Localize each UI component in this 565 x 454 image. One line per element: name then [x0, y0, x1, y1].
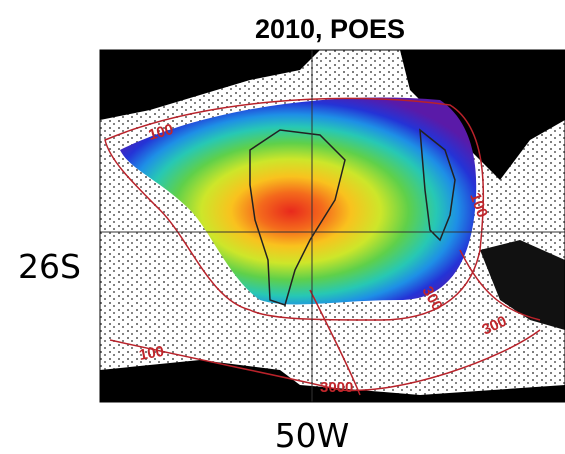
map: 100 100 300 300 100 3000	[100, 50, 565, 402]
latitude-label: 26S	[18, 247, 81, 286]
page: 2010, POES 100 100 300 300 100 3000 26S …	[0, 0, 565, 454]
figure: 2010, POES 100 100 300 300 100 3000 26S …	[0, 0, 565, 454]
longitude-label: 50W	[275, 416, 350, 454]
title: 2010, POES	[255, 14, 405, 44]
contour-label: 3000	[320, 379, 353, 396]
